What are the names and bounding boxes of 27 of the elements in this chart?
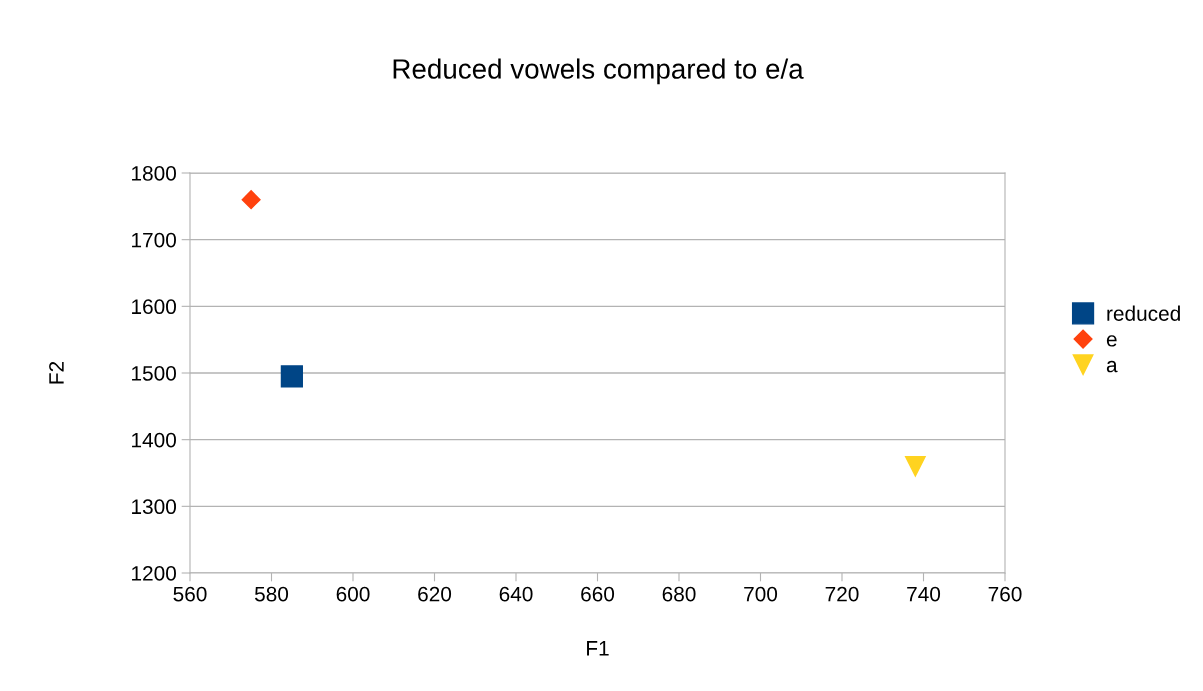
y-tick-label: 1200	[132, 566, 176, 581]
y-tick-label: 1500	[132, 366, 176, 381]
y-tick-label: 1800	[132, 166, 176, 181]
x-tick-label: 600	[336, 586, 370, 602]
x-tick-label: 760	[988, 586, 1022, 602]
x-tick-label: 620	[418, 586, 452, 602]
x-tick-label: 680	[662, 586, 696, 602]
y-tick-label: 1700	[132, 232, 176, 248]
x-tick-label: 720	[825, 586, 859, 602]
point	[904, 455, 926, 477]
y-axis-title: F2	[49, 361, 64, 384]
x-axis-title: F1	[587, 641, 609, 656]
x-tick-label: 560	[173, 586, 207, 602]
y-tick-label: 1600	[132, 299, 176, 315]
legend-label: reduced	[1107, 305, 1180, 321]
x-tick-label: 580	[254, 586, 289, 602]
x-tick-label: 740	[907, 586, 941, 602]
x-tick-label: 640	[499, 586, 533, 602]
legend-label: e	[1106, 335, 1117, 347]
y-tick-label: 1300	[132, 499, 176, 515]
x-tick-label: 660	[581, 586, 615, 602]
legend-label: a	[1106, 360, 1118, 373]
y-tick-label: 1400	[132, 432, 176, 448]
x-tick-label: 700	[744, 586, 778, 602]
chart-title: Reduced vowels compared to e/a	[393, 58, 804, 85]
point	[241, 190, 261, 210]
point	[280, 365, 303, 388]
